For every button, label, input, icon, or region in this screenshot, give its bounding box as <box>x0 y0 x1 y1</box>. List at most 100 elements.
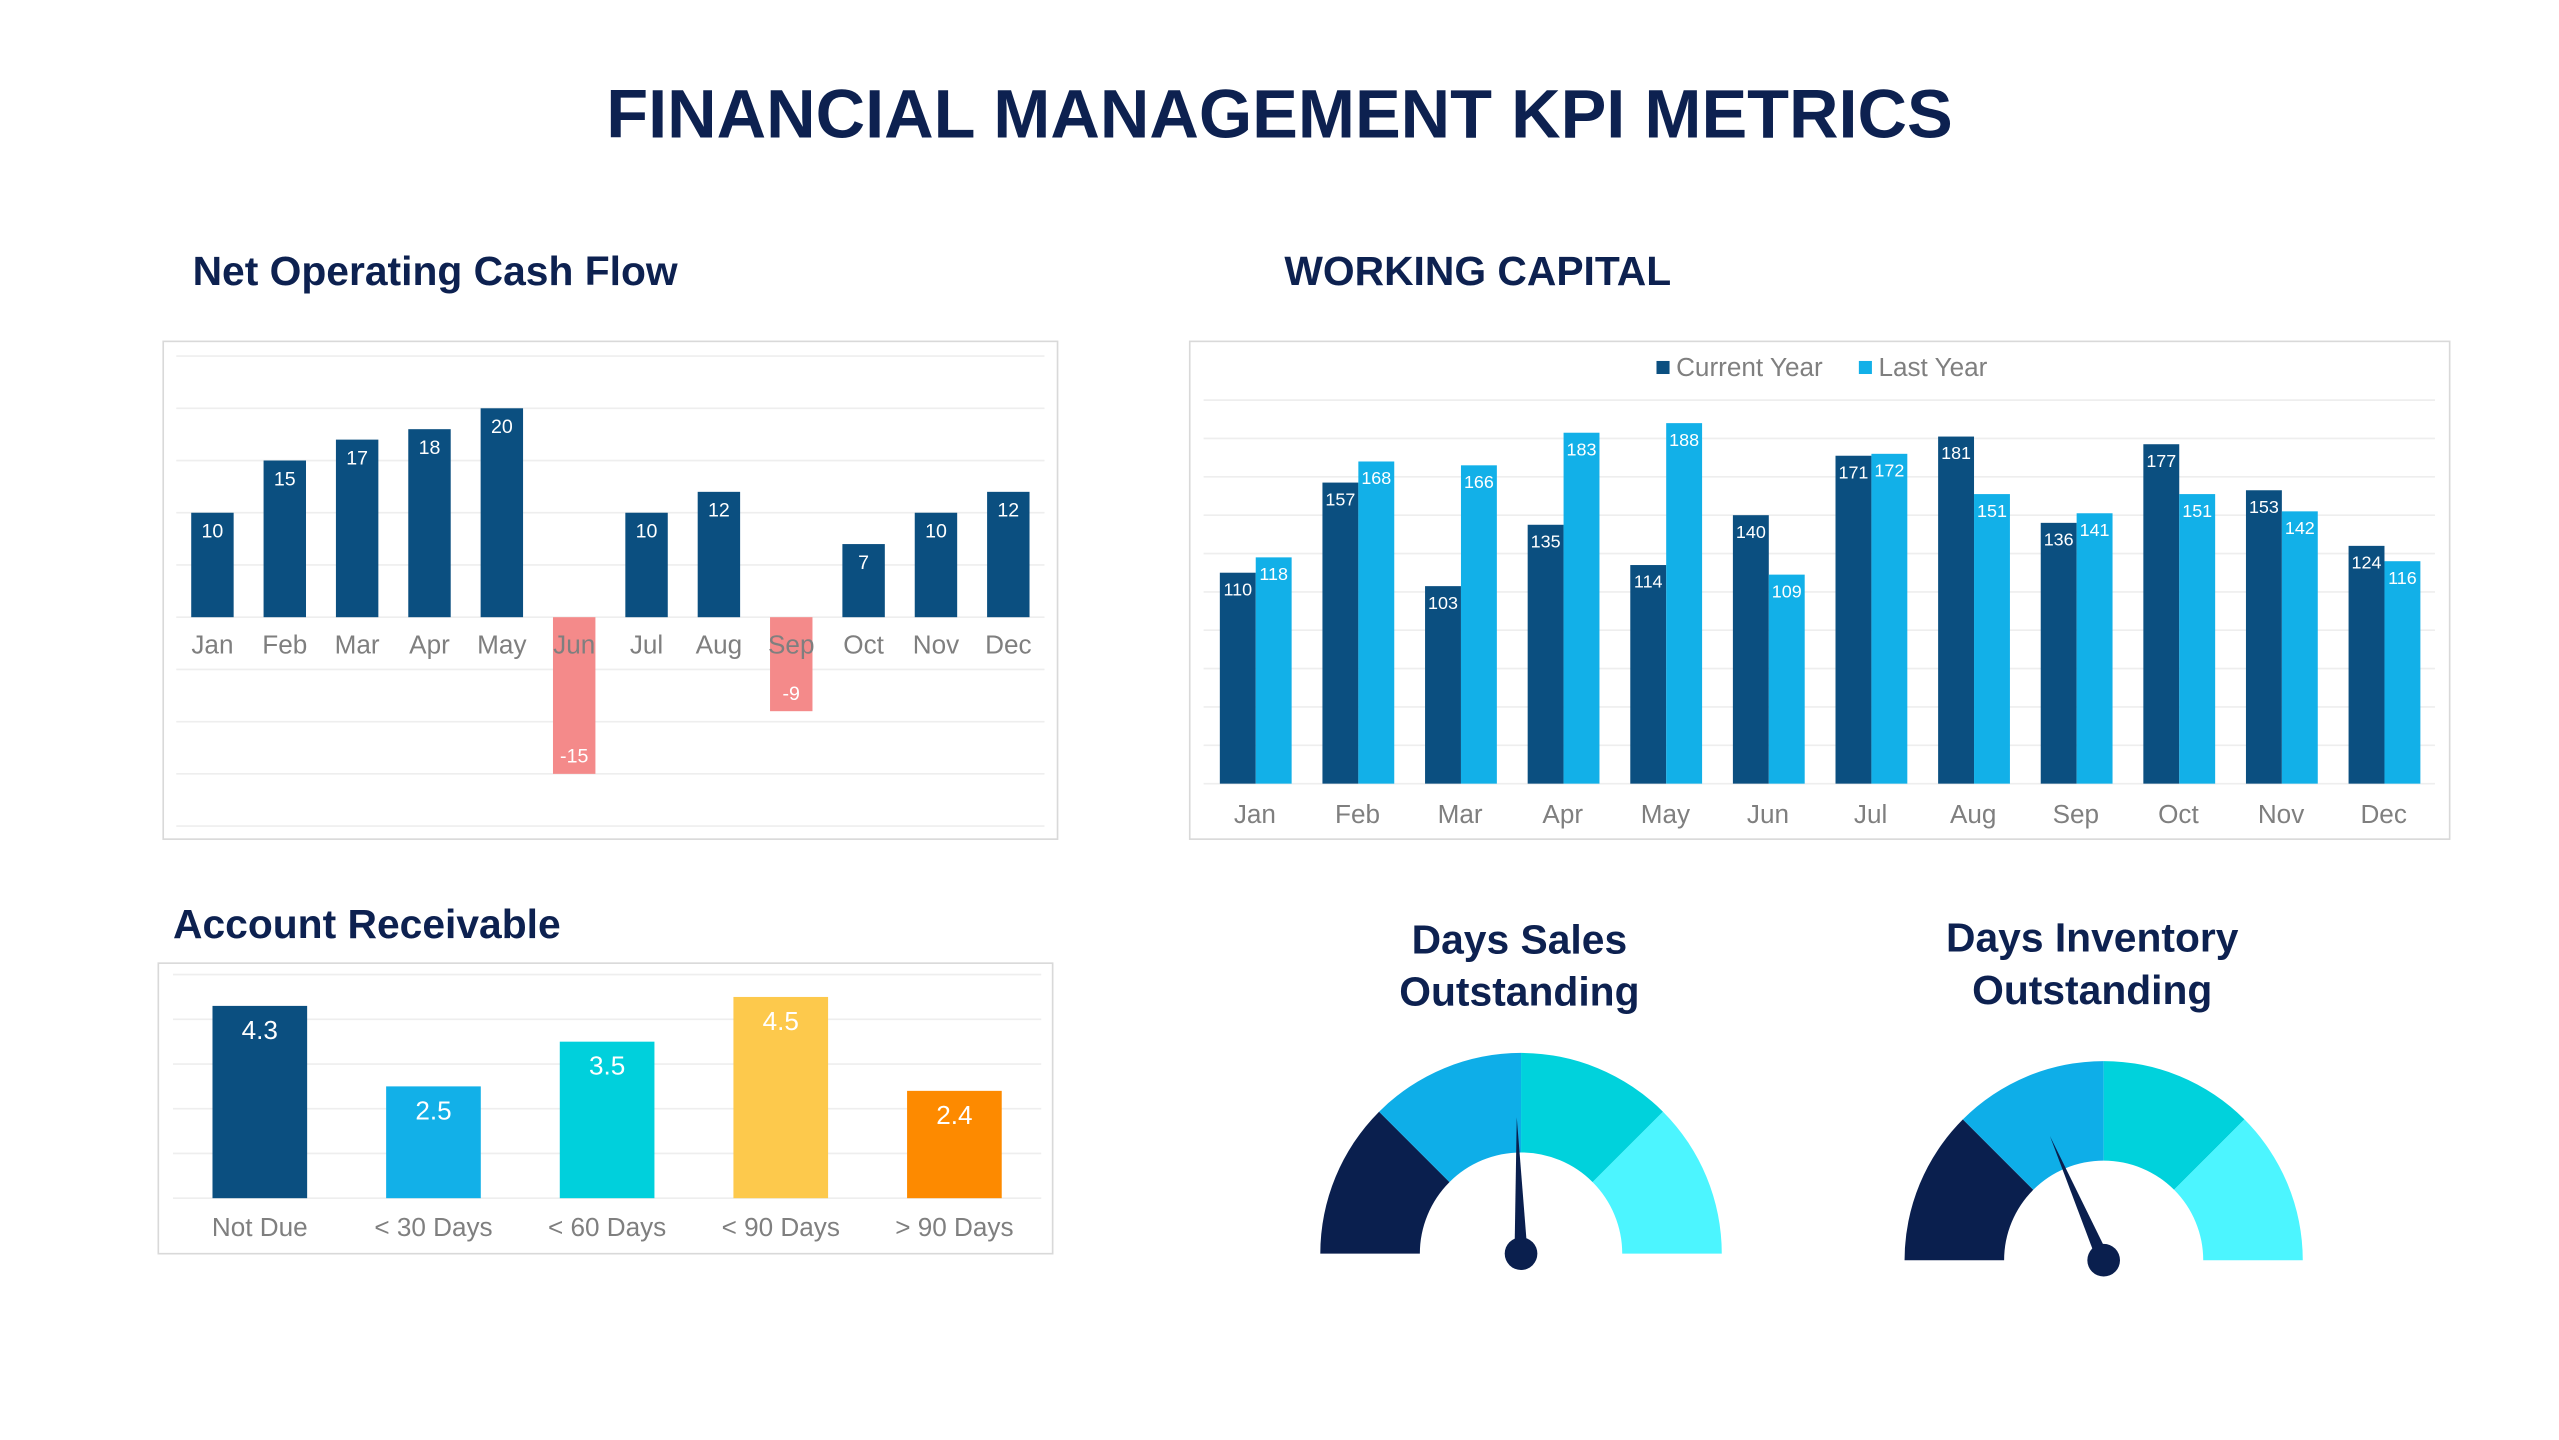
gauge-band <box>1962 1061 2104 1190</box>
data-label: 109 <box>1772 581 1802 601</box>
data-label: 116 <box>2388 568 2417 588</box>
gauge-needle <box>2049 1135 2110 1263</box>
data-label: 183 <box>1567 439 1597 459</box>
gauge-band <box>1592 1111 1722 1254</box>
data-label: -15 <box>560 746 588 768</box>
data-label: 151 <box>2182 501 2212 521</box>
data-label: 168 <box>1361 468 1391 488</box>
data-label: 157 <box>1325 489 1355 509</box>
bar <box>2384 561 2421 784</box>
bar <box>335 439 379 618</box>
bar <box>480 408 524 618</box>
x-tick-label: May <box>1641 799 1690 829</box>
x-tick-label: Oct <box>843 629 884 659</box>
x-tick-label: Jun <box>553 629 595 659</box>
x-tick-label: < 30 Days <box>374 1212 492 1242</box>
bar <box>386 1086 481 1199</box>
data-label: 2.4 <box>936 1100 972 1130</box>
bar <box>1938 436 1975 784</box>
x-tick-label: Nov <box>913 629 959 659</box>
bar <box>2348 545 2385 784</box>
chart-title: Net Operating Cash Flow <box>193 248 678 294</box>
gauge-hub <box>1504 1237 1538 1270</box>
bar <box>770 617 813 712</box>
data-label: 177 <box>2146 451 2176 471</box>
x-tick-label: Jun <box>1747 799 1789 829</box>
x-tick-label: > 90 Days <box>895 1212 1013 1242</box>
gauge-title: Days Inventory Outstanding <box>1945 915 2239 1014</box>
x-tick-label: Jan <box>1234 799 1276 829</box>
data-label: 181 <box>1941 443 1971 463</box>
bar <box>2179 494 2216 784</box>
bar <box>1358 461 1395 784</box>
gauge-band <box>1904 1119 2034 1261</box>
bar <box>1255 557 1292 784</box>
x-tick-label: Jul <box>1854 799 1887 829</box>
bar <box>2076 513 2113 784</box>
bar <box>1835 455 1872 784</box>
gauge-band <box>1320 1111 1450 1254</box>
data-label: 3.5 <box>589 1051 625 1081</box>
data-label: 2.5 <box>415 1095 451 1125</box>
x-tick-label: Not Due <box>212 1212 308 1242</box>
data-label: 171 <box>1838 462 1868 482</box>
x-tick-label: Dec <box>985 629 1031 659</box>
x-tick-label: Nov <box>2258 799 2304 829</box>
bar <box>552 617 596 774</box>
data-label: 188 <box>1669 430 1699 450</box>
bar <box>2143 444 2180 784</box>
bar <box>842 544 885 618</box>
data-label: 15 <box>274 468 296 490</box>
bar <box>212 1005 308 1199</box>
data-label: 17 <box>346 447 368 469</box>
bar <box>408 429 451 618</box>
legend-swatch <box>1656 360 1670 375</box>
bar <box>907 1090 1002 1199</box>
bar <box>1322 482 1359 784</box>
data-label: 10 <box>925 520 947 542</box>
x-tick-label: Sep <box>768 629 814 659</box>
x-tick-label: Oct <box>2158 799 2199 829</box>
data-label: 172 <box>1874 461 1904 481</box>
data-label: 118 <box>1259 564 1288 584</box>
x-tick-label: May <box>477 629 526 659</box>
chart-title: Account Receivable <box>173 901 561 947</box>
gauge-band <box>2174 1119 2303 1261</box>
gauge-band <box>2103 1061 2245 1190</box>
x-tick-label: Apr <box>409 629 450 659</box>
bar <box>2281 511 2318 784</box>
x-tick-label: Aug <box>1950 799 1996 829</box>
bar <box>987 491 1030 618</box>
chart-title: WORKING CAPITAL <box>1284 248 1671 294</box>
data-label: 4.3 <box>242 1015 278 1045</box>
gauge-band <box>1521 1052 1663 1183</box>
data-label: 166 <box>1464 472 1494 492</box>
bar <box>914 512 958 618</box>
bar <box>2245 490 2282 784</box>
bar <box>1732 515 1769 784</box>
gauge-needle <box>1514 1117 1528 1254</box>
data-label: 10 <box>202 520 224 542</box>
x-tick-label: < 60 Days <box>548 1212 666 1242</box>
legend-label: Current Year <box>1676 352 1823 382</box>
data-label: 136 <box>2044 530 2074 550</box>
bar <box>191 512 234 618</box>
bar <box>1563 432 1600 784</box>
bar <box>1768 574 1805 784</box>
panel <box>157 962 1054 1255</box>
data-label: 151 <box>1977 501 2007 521</box>
x-tick-label: Sep <box>2053 799 2099 829</box>
bar <box>1219 572 1256 784</box>
x-tick-label: Mar <box>335 629 380 659</box>
bar <box>2040 522 2077 784</box>
gauge-title-box: Days Inventory Outstanding <box>1945 915 2239 1014</box>
x-tick-label: Jul <box>630 629 663 659</box>
data-label: 12 <box>708 500 730 522</box>
data-label: 18 <box>419 437 441 459</box>
x-tick-label: < 90 Days <box>722 1212 840 1242</box>
data-label: 103 <box>1428 593 1458 613</box>
bar <box>1630 565 1667 784</box>
bar <box>1425 586 1461 784</box>
